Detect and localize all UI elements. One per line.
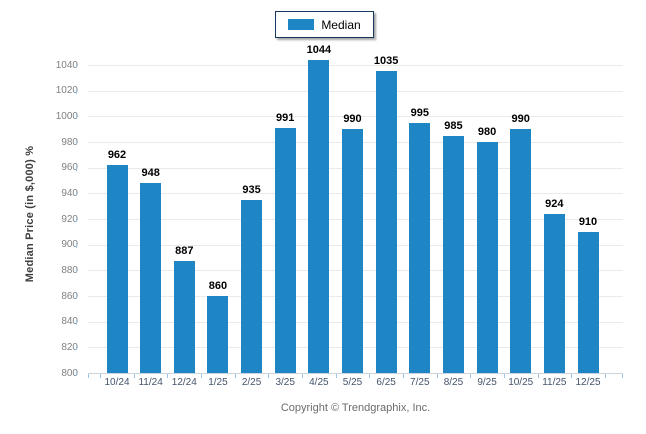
y-axis-tick	[76, 319, 77, 325]
x-axis-tick	[88, 374, 89, 378]
x-axis-tick	[537, 374, 539, 378]
gridline	[88, 65, 623, 66]
x-tick-label: 12/24	[171, 377, 197, 388]
bar[interactable]	[274, 127, 296, 373]
bar-value-label: 910	[578, 215, 598, 228]
x-tick-label: 7/25	[410, 377, 430, 388]
y-axis-tick	[76, 294, 77, 299]
x-tick-label: 2/25	[241, 377, 262, 388]
y-axis-tick	[76, 63, 77, 68]
bar-value-label: 887	[175, 245, 194, 258]
y-axis-tick	[76, 268, 77, 274]
x-axis-tick	[167, 374, 169, 378]
x-tick-label: 4/25	[309, 377, 329, 388]
bar-value-label: 935	[242, 183, 261, 196]
bar-value-label: 995	[410, 106, 429, 119]
y-axis-tick	[76, 371, 77, 376]
y-axis-tick	[76, 140, 77, 145]
x-tick-label: 3/25	[275, 377, 295, 388]
x-tick-label: 10/24	[104, 377, 130, 388]
bar[interactable]	[106, 165, 128, 373]
bar-value-label: 990	[343, 113, 362, 126]
x-axis-tick	[201, 374, 203, 378]
y-tick-label: 880	[61, 264, 78, 276]
bar[interactable]	[342, 129, 363, 373]
bar-value-label: 860	[208, 280, 228, 292]
bar[interactable]	[543, 213, 565, 373]
bar[interactable]	[577, 231, 599, 373]
x-tick-label: 10/25	[508, 377, 534, 388]
y-axis-tick	[76, 217, 77, 222]
x-tick-label: 11/25	[542, 377, 567, 388]
bar[interactable]	[510, 129, 532, 373]
x-tick-label: 12/25	[575, 377, 601, 388]
bar-value-label: 1044	[306, 43, 332, 56]
x-axis-tick	[302, 374, 304, 378]
x-tick-label: 11/24	[138, 377, 163, 388]
y-axis-tick	[76, 191, 77, 197]
bar[interactable]	[207, 296, 229, 373]
bar[interactable]	[476, 142, 498, 373]
bar[interactable]	[173, 261, 195, 373]
x-axis-tick	[335, 374, 337, 378]
bar-value-label: 980	[477, 126, 497, 138]
y-tick-label: 1040	[55, 59, 78, 71]
y-axis-tick	[76, 242, 77, 248]
y-axis-tick	[76, 345, 77, 351]
bar[interactable]	[375, 71, 397, 373]
x-axis-tick	[369, 374, 371, 378]
y-tick-label: 980	[61, 136, 78, 148]
x-axis-tick	[503, 374, 505, 378]
x-axis-tick	[100, 374, 102, 378]
x-axis-tick	[133, 374, 135, 378]
x-axis-tick	[571, 374, 573, 378]
x-axis-tick	[234, 374, 236, 378]
bar-value-label: 924	[545, 197, 564, 210]
legend-swatch-median	[288, 19, 315, 30]
y-axis-tick	[76, 114, 77, 120]
x-axis-tick	[604, 374, 606, 378]
bar[interactable]	[308, 59, 330, 373]
bar-value-label: 985	[444, 119, 463, 132]
x-tick-label: 8/25	[443, 377, 464, 388]
bar-value-label: 991	[276, 111, 295, 124]
x-tick-label: 9/25	[477, 377, 497, 388]
y-tick-label: 900	[61, 239, 78, 251]
gridline	[88, 116, 623, 118]
legend[interactable]: Median	[275, 11, 374, 38]
y-axis-tick	[76, 88, 77, 94]
x-axis-tick	[268, 374, 270, 378]
y-tick-label: 1000	[55, 110, 78, 122]
y-axis-title: Median Price (in $,000) %	[24, 145, 36, 283]
bar-value-label: 990	[511, 113, 530, 126]
bar[interactable]	[442, 135, 464, 373]
y-tick-label: 1020	[55, 85, 78, 97]
copyright-text: Copyright © Trendgraphix, Inc.	[280, 402, 431, 414]
y-tick-label: 940	[61, 187, 78, 199]
bar-value-label: 948	[141, 167, 160, 180]
gridline	[88, 373, 623, 374]
bar[interactable]	[140, 183, 162, 373]
y-tick-label: 800	[61, 367, 78, 379]
bar-value-label: 962	[107, 149, 127, 162]
legend-label-median: Median	[321, 17, 361, 32]
y-tick-label: 820	[61, 341, 78, 353]
x-tick-label: 1/25	[208, 377, 228, 388]
x-tick-label: 6/25	[376, 377, 396, 388]
y-tick-label: 920	[61, 213, 78, 225]
y-axis-tick	[76, 165, 77, 171]
x-axis-tick	[436, 374, 438, 378]
x-axis-tick	[470, 374, 472, 378]
x-axis-tick	[402, 374, 404, 378]
x-tick-label: 5/25	[342, 377, 363, 388]
gridline	[88, 90, 623, 92]
y-tick-label: 960	[61, 162, 78, 174]
bar[interactable]	[241, 199, 263, 373]
bar-value-label: 1035	[373, 55, 399, 68]
y-tick-label: 840	[61, 316, 78, 328]
y-tick-label: 860	[61, 290, 78, 302]
bar[interactable]	[409, 122, 431, 373]
x-axis-tick	[622, 374, 623, 378]
